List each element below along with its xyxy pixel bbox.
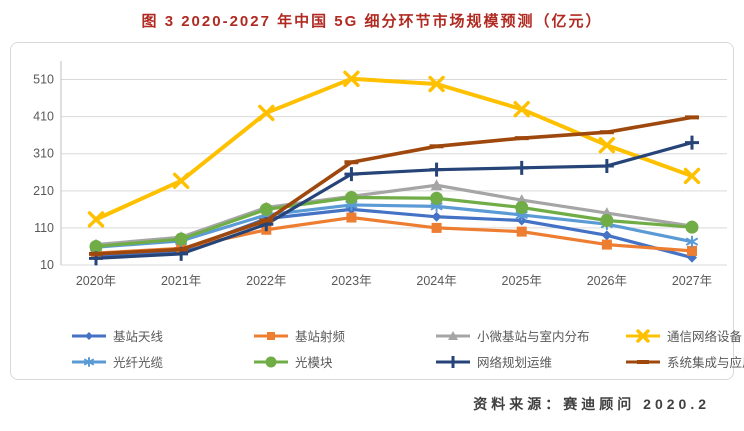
triangle-marker	[448, 330, 458, 340]
legend-label: 光纤光缆	[113, 356, 164, 370]
series-line-6	[94, 140, 694, 260]
dash-marker	[637, 359, 649, 364]
x-axis-tick-label: 2020年	[76, 274, 116, 288]
legend-label: 光模块	[295, 356, 333, 370]
x-axis-tick-label: 2023年	[331, 274, 371, 288]
x-marker	[87, 211, 105, 228]
y-axis-tick-label: 410	[33, 110, 54, 124]
diamond-marker	[431, 211, 442, 222]
square-marker	[431, 222, 442, 233]
legend-label: 基站射频	[295, 330, 346, 344]
series-line-7	[94, 115, 694, 256]
legend-label: 通信网络设备	[667, 330, 743, 344]
series-line-3	[94, 76, 694, 222]
legend-item-5: 光模块	[253, 352, 431, 371]
legend-item-6: 网络规划运维	[435, 352, 621, 371]
dash-marker	[259, 218, 274, 223]
circle-marker	[515, 201, 529, 215]
circle-marker	[685, 220, 699, 234]
legend-swatch	[626, 328, 660, 343]
x-axis-tick-label: 2021年	[161, 274, 201, 288]
y-axis-tick-label: 210	[33, 184, 54, 198]
plus-marker	[599, 158, 614, 173]
legend-swatch	[436, 355, 470, 368]
chart-title: 图 3 2020-2027 年中国 5G 细分环节市场规模预测（亿元）	[141, 13, 603, 30]
legend-item-1: 基站射频	[253, 326, 431, 345]
dash-marker	[429, 144, 444, 149]
x-marker	[598, 136, 616, 154]
x-axis-tick-label: 2026年	[587, 274, 627, 288]
circle-marker	[89, 239, 103, 253]
legend-label: 基站天线	[113, 330, 164, 344]
dash-marker	[89, 251, 103, 256]
series-line-2	[94, 183, 694, 247]
line-chart-plot-area: 10 110 210 310 410 510 2020年 2021年 2022年 2023年 202…	[13, 49, 731, 304]
x-marker	[172, 172, 190, 190]
plus-marker	[344, 167, 359, 182]
legend-label: 网络规划运维	[477, 356, 553, 370]
source-note: 资料来源：赛迪顾问 2020.2	[473, 396, 710, 412]
diamond-marker	[601, 230, 612, 241]
x-axis-tick-label: 2024年	[416, 274, 456, 288]
legend-swatch	[626, 359, 660, 364]
legend-label: 系统集成与应用服务	[667, 356, 744, 370]
legend-item-0: 基站天线	[71, 326, 249, 345]
legend-swatch	[436, 330, 470, 340]
legend-swatch	[254, 331, 288, 340]
square-marker	[267, 331, 275, 340]
x-marker	[428, 75, 445, 93]
plus-marker	[447, 355, 459, 368]
x-marker	[683, 167, 701, 185]
plus-marker	[514, 160, 529, 175]
square-marker	[601, 239, 612, 250]
x-marker	[258, 104, 275, 122]
series-line-5	[94, 195, 694, 249]
dash-marker	[599, 130, 614, 135]
chart-legend: 基站天线 基站射频 小微基站与室内分布 通信网络设备光纤光缆 光模块 网络规划运维 系统集成…	[13, 326, 744, 371]
series-line-4	[94, 203, 694, 249]
square-marker	[687, 245, 697, 256]
x-axis-tick-label: 2025年	[502, 274, 542, 288]
dash-marker	[174, 247, 189, 252]
legend-swatch	[72, 331, 106, 340]
legend-item-2: 小微基站与室内分布	[435, 326, 621, 345]
asterisk-marker	[84, 356, 94, 367]
y-axis-tick-label: 510	[33, 73, 54, 87]
circle-marker	[344, 190, 358, 204]
y-axis-tick-label: 10	[40, 258, 54, 272]
legend-item-3: 通信网络设备	[625, 326, 744, 345]
legend-swatch	[254, 356, 288, 367]
plus-marker	[685, 135, 699, 150]
chart-svg: 10 110 210 310 410 510 2020年 2021年 2022年 2023年 202…	[33, 61, 727, 288]
dash-marker	[344, 160, 359, 165]
plus-marker	[429, 162, 444, 177]
legend-item-4: 光纤光缆	[71, 352, 249, 371]
circle-marker	[259, 202, 273, 216]
legend-label: 小微基站与室内分布	[477, 330, 590, 344]
dash-marker	[685, 115, 699, 120]
asterisk-marker	[686, 235, 698, 248]
circle-marker	[174, 232, 188, 246]
y-axis-tick-label: 310	[33, 147, 54, 161]
legend-item-7: 系统集成与应用服务	[625, 352, 744, 371]
x-marker	[636, 328, 650, 343]
circle-marker	[430, 191, 444, 205]
x-marker	[343, 70, 360, 88]
x-axis-tick-label: 2027年	[672, 274, 712, 288]
circle-marker	[600, 213, 614, 227]
square-marker	[346, 212, 357, 223]
x-axis-tick-label: 2022年	[246, 274, 286, 288]
triangle-marker	[430, 179, 443, 191]
x-marker	[513, 101, 530, 118]
diamond-marker	[85, 331, 93, 340]
y-axis-tick-label: 110	[34, 221, 54, 235]
circle-marker	[265, 356, 277, 367]
legend-swatch	[72, 356, 106, 367]
dash-marker	[514, 136, 529, 141]
chart-container: 10 110 210 310 410 510 2020年 2021年 2022年 2023年 202…	[10, 42, 744, 380]
square-marker	[516, 226, 527, 237]
